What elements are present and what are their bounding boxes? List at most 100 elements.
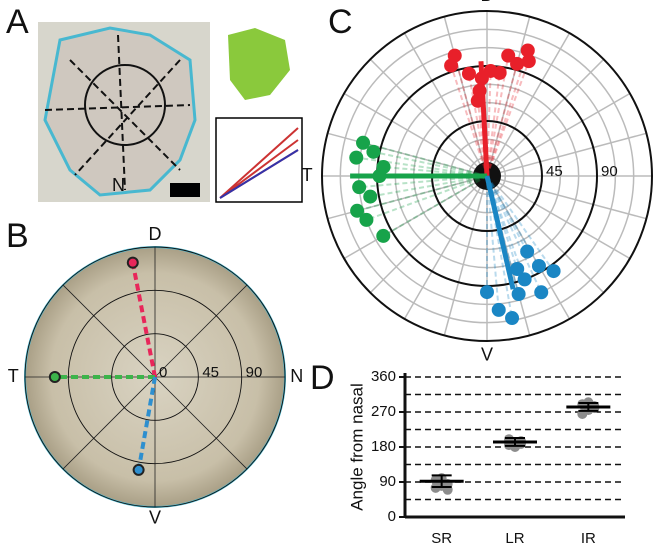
insertion-point: [126, 256, 139, 269]
point-vector: [453, 55, 488, 177]
point-vector: [486, 175, 543, 293]
x-tick-label: LR: [505, 530, 524, 547]
panel-label: B: [6, 217, 29, 255]
direction-vector: [130, 262, 157, 378]
point-vector: [366, 175, 488, 221]
point-vector: [486, 63, 519, 177]
strip-chart: 0 90 180 270 360 SR LR IR: [371, 368, 625, 547]
minor-ring: [339, 28, 635, 324]
spoke: [486, 175, 647, 220]
data-point: [472, 83, 487, 98]
spoke: [154, 284, 248, 378]
spoke: [486, 32, 571, 177]
ring-label: 45: [546, 163, 563, 180]
point-vector: [359, 175, 488, 189]
point-vector: [486, 55, 510, 177]
data-point: [376, 159, 391, 174]
point-vector: [356, 175, 488, 212]
point-vector: [486, 60, 530, 177]
spoke: [327, 132, 488, 177]
point-vector: [370, 175, 488, 198]
spoke: [343, 92, 488, 177]
mean-vector: [484, 175, 516, 290]
data-point: [359, 212, 374, 227]
y-tick-label: 360: [371, 368, 396, 385]
data-point: [444, 58, 459, 73]
point-vector: [373, 150, 488, 177]
direction-label: T: [8, 366, 19, 386]
panel-label: C: [328, 3, 353, 41]
spoke: [443, 16, 488, 177]
y-tick-label: 90: [379, 473, 396, 490]
panel-a-image: [38, 22, 303, 203]
panel-label: D: [310, 359, 335, 397]
direction-label: D: [149, 224, 162, 244]
data-point: [517, 272, 532, 287]
data-point: [356, 135, 371, 150]
data-point: [505, 311, 520, 326]
spoke: [486, 132, 647, 177]
data-point: [531, 258, 546, 273]
spoke: [486, 58, 605, 177]
data-point: [511, 287, 526, 302]
direction-vector: [136, 376, 157, 471]
data-point: [491, 302, 506, 317]
point-vector: [486, 175, 555, 272]
ring: [67, 289, 243, 465]
spoke: [154, 376, 248, 470]
spoke: [486, 16, 531, 177]
ring: [111, 333, 199, 421]
direction-label: V: [149, 507, 161, 527]
point-vector: [486, 72, 501, 177]
point-vector: [382, 175, 488, 237]
data-point: [520, 43, 535, 58]
polar-b: 0 45 90 D T N V: [8, 224, 303, 527]
point-vector: [356, 156, 488, 177]
point-vector: [486, 175, 540, 267]
point-vector: [362, 141, 488, 177]
ring-label: 0: [159, 364, 167, 381]
ring-label: 45: [202, 364, 219, 381]
direction-label: V: [481, 345, 493, 365]
data-point: [363, 189, 378, 204]
data-point: [492, 65, 507, 80]
spoke: [369, 175, 488, 294]
data-point: [546, 264, 561, 279]
point-vector: [486, 175, 529, 253]
x-tick-label: SR: [431, 530, 452, 547]
spoke: [403, 32, 488, 177]
data-point: [461, 66, 476, 81]
direction-label: N: [290, 366, 303, 386]
spoke: [62, 284, 156, 378]
spoke: [369, 58, 488, 177]
y-axis-label: Angle from nasal: [347, 383, 366, 511]
data-point: [510, 56, 525, 71]
direction-label: D: [481, 0, 494, 5]
data-point: [516, 438, 526, 449]
spoke: [403, 175, 488, 320]
insertion-point: [132, 463, 145, 476]
spoke: [62, 376, 156, 470]
ring-label: 90: [246, 364, 263, 381]
spoke: [486, 92, 631, 177]
direction-label: T: [302, 165, 313, 185]
polar-c: 45 90 D T V: [302, 0, 653, 365]
point-vector: [450, 65, 488, 177]
insertion-point: [48, 371, 61, 383]
data-point: [350, 203, 365, 218]
direction-label: N: [112, 175, 125, 195]
ring: [24, 246, 286, 508]
point-vector: [486, 50, 529, 177]
data-point: [366, 144, 381, 159]
ring: [321, 10, 653, 342]
spoke: [443, 175, 488, 336]
data-point: [349, 150, 364, 165]
data-point: [376, 228, 391, 243]
ring-label: 90: [601, 163, 618, 180]
y-tick-label: 0: [388, 508, 396, 525]
spoke: [486, 175, 631, 260]
data-point: [534, 285, 549, 300]
y-tick-label: 180: [371, 438, 396, 455]
data-point: [480, 285, 494, 300]
